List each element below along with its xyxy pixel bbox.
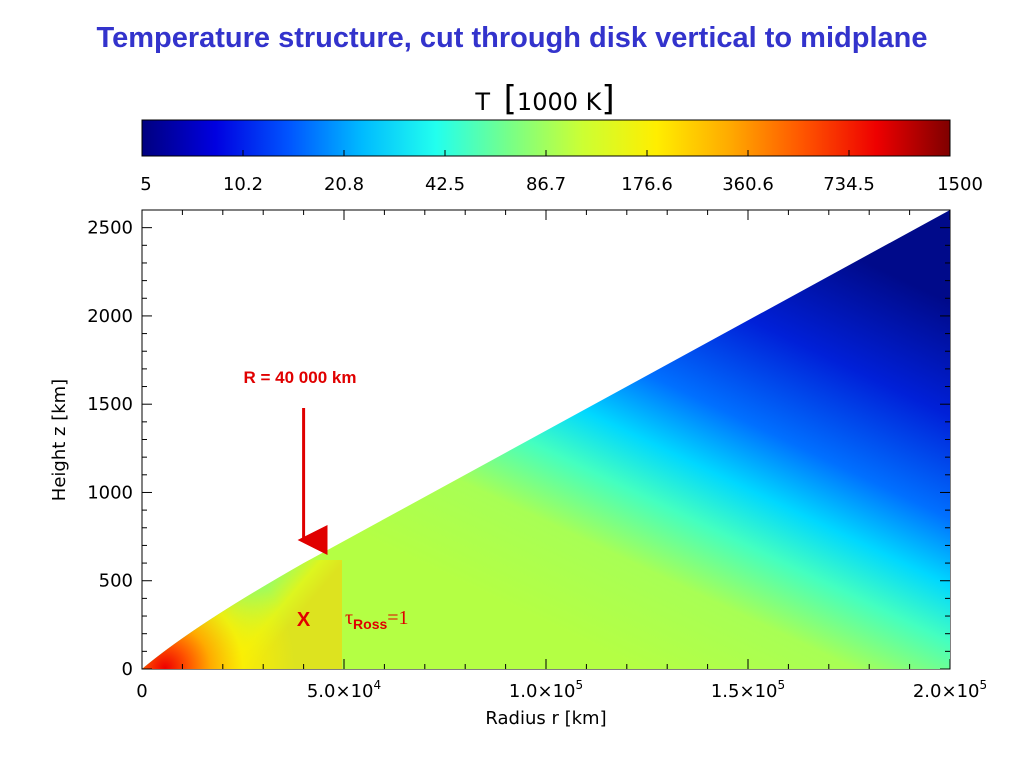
- y-tick-label: 1500: [87, 394, 133, 415]
- x-tick-label: 2.0×105: [913, 678, 987, 702]
- plot-area: 0 5.0×104 1.0×105 1.5×105 2.0×105 0 500 1000 15…: [49, 209, 987, 729]
- colorbar-t-symbol: T: [474, 88, 490, 116]
- colorbar-unit: 1000 K: [517, 88, 603, 116]
- y-tick-label: 0: [122, 659, 133, 680]
- slide-title: Temperature structure, cut through disk …: [96, 22, 928, 54]
- y-axis-label: Height z [km]: [49, 379, 70, 501]
- colorbar: T [1000 K] 5 10.2 20.8 42.5 86.7 176.6 360.6 73…: [140, 79, 983, 195]
- x-tick-label: 0: [136, 681, 147, 702]
- colorbar-tick-label: 10.2: [223, 174, 263, 195]
- x-tick-label: 1.5×105: [711, 678, 785, 702]
- y-tick-label: 2000: [87, 306, 133, 327]
- colorbar-tick-label: 360.6: [722, 174, 774, 195]
- colorbar-tick-label: 1500: [937, 174, 983, 195]
- x-axis: 0 5.0×104 1.0×105 1.5×105 2.0×105: [136, 210, 987, 702]
- radius-annotation-label: R = 40 000 km: [244, 368, 357, 387]
- x-axis-label: Radius r [km]: [485, 708, 606, 729]
- colorbar-tick-label: 86.7: [526, 174, 566, 195]
- tau-ross-label: τRoss=1: [345, 607, 409, 632]
- colorbar-tick-label: 734.5: [823, 174, 875, 195]
- tau-marker: X: [297, 609, 311, 631]
- colorbar-ticks: 5 10.2 20.8 42.5 86.7 176.6 360.6 734.5 1500: [140, 150, 983, 195]
- x-tick-label: 5.0×104: [307, 678, 381, 702]
- tau-subscript: Ross: [353, 616, 387, 632]
- annotations: R = 40 000 km X τRoss=1: [244, 368, 409, 632]
- tau-value: =1: [387, 607, 408, 629]
- colorbar-label: T [1000 K]: [474, 79, 614, 119]
- colorbar-tick-label: 176.6: [621, 174, 673, 195]
- y-axis: 0 500 1000 1500 2000 2500: [87, 209, 950, 680]
- tau-symbol: τ: [345, 607, 353, 629]
- colorbar-tick-label: 5: [140, 174, 151, 195]
- colorbar-tick-label: 42.5: [425, 174, 465, 195]
- colorbar-tick-label: 20.8: [324, 174, 364, 195]
- y-tick-label: 1000: [87, 482, 133, 503]
- y-tick-label: 2500: [87, 218, 133, 239]
- y-tick-label: 500: [99, 571, 133, 592]
- x-tick-label: 1.0×105: [509, 678, 583, 702]
